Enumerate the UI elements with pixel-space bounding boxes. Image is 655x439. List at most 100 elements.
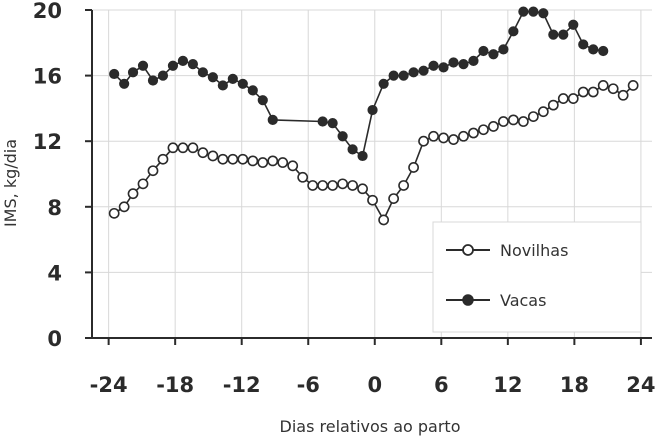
x-tick-label: 18 <box>560 373 589 397</box>
data-point-novilhas <box>297 171 309 183</box>
data-point-vacas <box>498 44 509 55</box>
data-point-vacas <box>337 131 348 142</box>
data-point-vacas <box>347 144 358 155</box>
data-point-novilhas <box>547 99 559 111</box>
data-point-vacas <box>197 67 208 78</box>
data-point-novilhas <box>227 153 239 165</box>
data-point-vacas <box>508 26 519 37</box>
x-tick-label: -12 <box>223 373 261 397</box>
data-point-vacas <box>327 118 338 129</box>
data-point-novilhas <box>478 124 489 136</box>
data-point-vacas <box>187 59 199 70</box>
y-tick-label: 12 <box>33 130 62 154</box>
data-point-vacas <box>227 73 238 84</box>
data-point-vacas <box>588 44 599 55</box>
legend-marker-vacas <box>462 294 474 306</box>
y-tick-label: 8 <box>47 196 62 220</box>
data-point-vacas <box>167 60 179 71</box>
data-point-vacas <box>528 6 539 17</box>
data-point-vacas <box>408 67 419 78</box>
data-point-novilhas <box>498 116 509 127</box>
data-point-vacas <box>157 70 169 81</box>
data-point-vacas <box>548 29 559 40</box>
data-point-novilhas <box>587 86 599 98</box>
x-tick-labels: -24 -18 -12 -6 0 6 12 18 24 <box>90 373 655 397</box>
data-point-vacas <box>267 114 278 125</box>
data-point-vacas <box>438 62 449 73</box>
data-point-novilhas <box>287 160 299 172</box>
plot-frame <box>85 9 652 345</box>
data-point-novilhas <box>488 121 499 132</box>
data-point-novilhas <box>187 142 199 154</box>
data-point-novilhas <box>337 178 349 190</box>
data-point-novilhas <box>577 86 589 98</box>
data-point-novilhas <box>418 135 429 147</box>
data-point-novilhas <box>438 132 449 144</box>
data-point-vacas <box>538 8 549 19</box>
legend-label-vacas: Vacas <box>500 291 546 310</box>
data-point-vacas <box>558 29 569 40</box>
data-point-novilhas <box>617 89 629 101</box>
data-point-novilhas <box>207 150 219 162</box>
data-point-novilhas <box>357 183 368 195</box>
data-point-novilhas <box>167 142 179 154</box>
data-point-novilhas <box>317 180 329 191</box>
data-point-novilhas <box>517 116 529 127</box>
data-point-vacas <box>109 68 120 80</box>
data-point-vacas <box>568 19 579 30</box>
data-point-novilhas <box>247 155 259 167</box>
data-point-novilhas <box>398 180 410 191</box>
data-point-vacas <box>488 49 499 60</box>
legend-box <box>432 221 642 333</box>
data-point-vacas <box>147 75 159 86</box>
data-point-novilhas <box>118 201 130 213</box>
data-point-vacas <box>598 45 609 57</box>
data-point-novilhas <box>327 180 339 191</box>
data-point-vacas <box>398 70 409 81</box>
x-tick-label: -6 <box>297 373 320 397</box>
data-point-novilhas <box>408 162 419 173</box>
data-point-novilhas <box>147 165 159 177</box>
series-layer <box>108 6 639 226</box>
data-point-vacas <box>428 60 439 71</box>
data-point-vacas <box>448 57 459 68</box>
data-point-novilhas <box>217 153 229 165</box>
data-point-vacas <box>418 65 429 76</box>
data-point-novilhas <box>347 180 358 191</box>
y-tick-labels: 0 4 8 12 16 20 <box>33 0 62 351</box>
data-point-novilhas <box>108 207 120 219</box>
data-point-vacas <box>317 116 328 127</box>
y-tick-label: 16 <box>33 65 62 89</box>
data-point-novilhas <box>157 153 169 165</box>
x-tick-label: -18 <box>156 373 194 397</box>
y-tick-label: 4 <box>47 261 62 285</box>
data-point-vacas <box>119 78 130 89</box>
data-point-novilhas <box>527 111 539 122</box>
data-point-novilhas <box>607 83 619 95</box>
data-point-vacas <box>357 150 368 162</box>
data-point-novilhas <box>468 127 479 139</box>
data-point-novilhas <box>257 157 269 168</box>
y-tick-label: 20 <box>33 0 62 23</box>
data-point-novilhas <box>237 153 249 165</box>
data-point-vacas <box>127 67 139 78</box>
data-point-vacas <box>367 104 378 116</box>
data-point-novilhas <box>137 178 149 190</box>
legend-label-novilhas: Novilhas <box>500 241 568 260</box>
data-point-vacas <box>207 72 218 83</box>
legend: Novilhas Vacas <box>432 221 642 333</box>
data-point-novilhas <box>367 194 378 206</box>
data-point-vacas <box>468 55 479 66</box>
data-point-novilhas <box>557 93 569 104</box>
data-point-vacas <box>378 78 389 89</box>
data-point-novilhas <box>537 106 549 118</box>
data-point-novilhas <box>267 155 279 167</box>
x-tick-label: 6 <box>434 373 449 397</box>
data-point-novilhas <box>378 214 390 226</box>
data-point-vacas <box>217 80 228 91</box>
data-point-vacas <box>247 85 258 96</box>
data-point-novilhas <box>277 157 289 168</box>
data-point-novilhas <box>127 188 139 200</box>
x-axis-label: Dias relativos ao parto <box>280 417 461 436</box>
